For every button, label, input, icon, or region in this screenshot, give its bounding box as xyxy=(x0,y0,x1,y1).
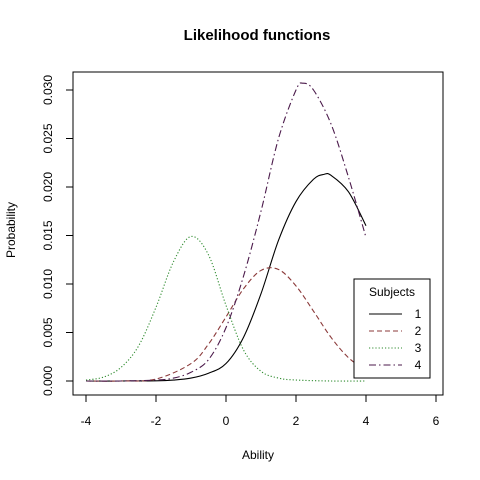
legend: Subjects 1 2 3 4 xyxy=(353,278,431,379)
series-layer xyxy=(85,82,367,382)
y-axis: 0.000 0.005 0.010 0.015 0.020 0.025 0.030 xyxy=(41,75,74,396)
x-axis: -4 -2 0 2 4 6 xyxy=(81,394,440,428)
x-tick-label: 4 xyxy=(363,414,370,428)
x-tick-label: 2 xyxy=(293,414,300,428)
legend-label-4: 4 xyxy=(415,358,422,372)
y-tick-label: 0.015 xyxy=(41,220,55,250)
x-tick-label: -2 xyxy=(151,414,162,428)
y-axis-label: Probability xyxy=(4,202,18,258)
x-tick-label: 6 xyxy=(433,414,440,428)
y-tick-label: 0.005 xyxy=(41,317,55,347)
legend-label-3: 3 xyxy=(415,341,422,355)
series-line-3 xyxy=(85,235,367,382)
x-tick-label: 0 xyxy=(223,414,230,428)
y-tick-label: 0.025 xyxy=(41,123,55,153)
legend-label-2: 2 xyxy=(415,324,422,338)
legend-items: 1 2 3 4 xyxy=(369,307,422,372)
series-line-4 xyxy=(85,82,367,382)
x-tick-label: -4 xyxy=(81,414,92,428)
y-tick-label: 0.000 xyxy=(41,366,55,396)
series-line-1 xyxy=(85,172,367,382)
y-tick-label: 0.030 xyxy=(41,75,55,105)
legend-label-1: 1 xyxy=(415,307,422,321)
series-line-2 xyxy=(85,267,367,382)
legend-box xyxy=(353,278,431,379)
chart-title: Likelihood functions xyxy=(184,27,331,44)
y-tick-label: 0.020 xyxy=(41,172,55,202)
x-axis-label: Ability xyxy=(242,448,274,462)
legend-title: Subjects xyxy=(369,285,415,299)
y-tick-label: 0.010 xyxy=(41,269,55,299)
